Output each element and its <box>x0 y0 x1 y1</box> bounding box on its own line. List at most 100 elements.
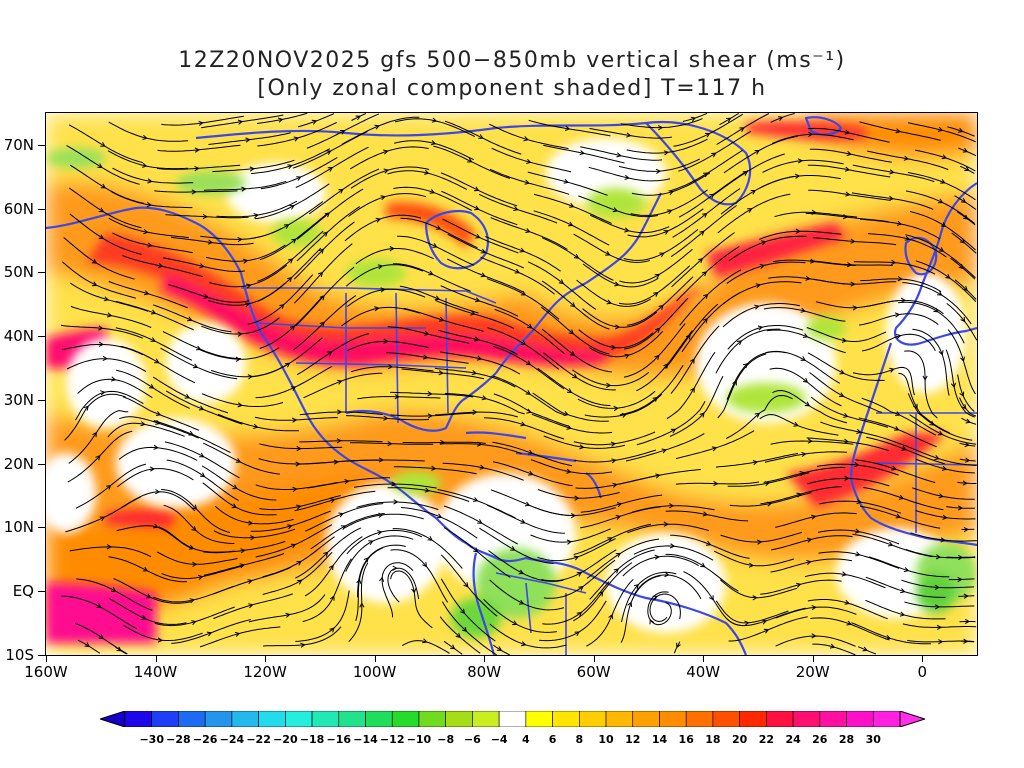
streamline-arrow <box>106 484 112 490</box>
streamline-arrow <box>626 132 632 138</box>
streamline-arrow <box>670 428 677 434</box>
streamline-arrow <box>579 444 585 450</box>
streamline-arrow <box>116 646 122 652</box>
streamline-arrow <box>936 624 943 631</box>
streamline-arrow <box>922 375 928 381</box>
colorbar-label: 26 <box>812 733 828 746</box>
streamline-arrow <box>153 523 159 529</box>
streamline-arrow <box>624 353 630 359</box>
colorbar-label: −14 <box>353 733 378 746</box>
streamline-arrow <box>778 116 784 122</box>
streamline-arrow <box>747 208 753 213</box>
streamline-arrow <box>887 541 894 547</box>
colorbar-swatch <box>445 711 473 727</box>
streamline-arrow <box>202 213 208 220</box>
streamline-arrow <box>934 604 941 610</box>
streamline-arrow <box>938 639 944 645</box>
colorbar-label: −10 <box>406 733 432 746</box>
colorbar-swatch <box>338 711 366 727</box>
streamline-arrow <box>149 466 156 472</box>
streamline-arrow <box>938 350 944 356</box>
streamline-arrow <box>191 620 197 626</box>
streamline-arrow <box>613 405 619 412</box>
streamline-arrow <box>690 387 695 393</box>
colorbar-label: 22 <box>758 733 775 746</box>
streamline-arrow <box>245 283 252 289</box>
streamline-arrow <box>296 445 302 452</box>
streamline-arrow <box>938 247 945 252</box>
lon-label-140w: 140W <box>133 663 178 681</box>
streamline-arrow <box>374 124 380 130</box>
streamline-arrow <box>563 411 569 416</box>
streamline-arrow <box>478 134 484 139</box>
streamline-arrow <box>199 472 206 478</box>
streamline-arrow <box>461 626 468 633</box>
streamline-arrow <box>616 502 623 508</box>
streamline-arrow <box>940 537 946 543</box>
streamline-arrow <box>195 345 202 351</box>
streamline-arrow <box>897 276 903 282</box>
streamline-arrow <box>963 638 969 644</box>
streamline-arrow <box>711 152 717 158</box>
streamline-arrow <box>570 302 576 308</box>
streamline-arrow <box>111 587 117 592</box>
streamline <box>956 211 976 226</box>
streamline-arrow <box>480 248 487 254</box>
streamline-arrow <box>100 183 107 189</box>
streamline-arrow <box>578 585 584 591</box>
streamline-arrow <box>234 631 241 637</box>
streamline-arrow <box>900 297 907 303</box>
streamline-arrow <box>697 258 704 264</box>
colorbar-swatch <box>579 711 607 727</box>
streamline-arrow <box>842 214 849 220</box>
streamline-arrow <box>654 327 661 333</box>
streamline-arrow <box>393 499 399 505</box>
colorbar-label: 14 <box>651 733 668 746</box>
streamline-arrow <box>427 413 433 419</box>
streamline-arrow <box>296 176 302 181</box>
streamline-arrow <box>800 307 807 313</box>
streamline-arrow <box>940 178 946 184</box>
colorbar <box>100 711 925 727</box>
streamline-arrow <box>667 209 673 215</box>
streamline-arrow <box>95 455 101 461</box>
streamline-arrow <box>424 330 430 336</box>
streamline-arrow <box>964 442 970 448</box>
streamline-arrow <box>937 430 944 436</box>
colorbar-swatch <box>231 711 259 727</box>
streamline-arrow <box>888 195 895 201</box>
streamline-arrow <box>850 281 856 287</box>
streamline-arrow <box>841 337 848 343</box>
streamline-arrow <box>102 355 108 362</box>
streamline-arrow <box>605 250 611 256</box>
streamline-arrow <box>481 395 488 401</box>
streamline-arrow <box>391 481 397 487</box>
streamline-arrow <box>606 382 612 388</box>
streamline-arrow <box>611 458 617 464</box>
streamline-arrow <box>436 513 443 519</box>
streamline-arrow <box>614 324 621 330</box>
streamline-arrow <box>523 136 529 142</box>
colorbar-swatch <box>151 711 179 727</box>
streamline-arrow <box>520 340 527 346</box>
streamline-arrow <box>472 497 479 502</box>
streamline-arrow <box>654 554 660 560</box>
streamline-arrow <box>319 295 325 301</box>
streamline-arrow <box>895 333 902 339</box>
colorbar-swatch <box>632 711 660 727</box>
colorbar-swatch <box>472 711 500 727</box>
streamline-arrow <box>326 150 332 155</box>
streamline-arrow <box>574 631 580 637</box>
streamline-arrow <box>958 263 964 270</box>
streamline-arrow <box>157 263 164 269</box>
lon-tick <box>922 655 924 662</box>
streamline <box>910 532 977 542</box>
lat-label-20n: 20N <box>3 454 34 473</box>
streamline-arrow <box>518 569 525 575</box>
plot-title-line1: 12Z20NOV2025 gfs 500−850mb vertical shea… <box>178 48 846 73</box>
streamline-arrow <box>527 323 533 329</box>
streamline-arrow <box>654 273 661 279</box>
streamline-arrow <box>98 634 104 639</box>
lat-label-70n: 70N <box>3 135 34 154</box>
streamline-arrow <box>188 430 194 436</box>
